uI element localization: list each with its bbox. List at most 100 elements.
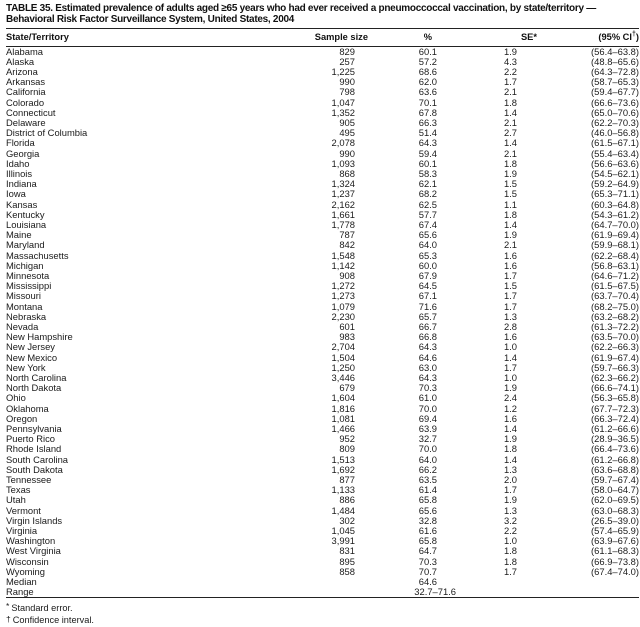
- state-cell: Massachusetts: [6, 249, 69, 261]
- state-cell: Connecticut: [6, 106, 56, 118]
- state-cell: Iowa: [6, 188, 26, 200]
- ci-cell: (61.1–68.3): [591, 545, 639, 557]
- table-row: Montana 1,079 71.6 1.7 (68.2–75.0): [6, 300, 639, 312]
- state-cell: Arizona: [6, 65, 38, 77]
- sample-size-cell: 1,133: [331, 484, 355, 496]
- ci-cell: (59.2–64.9): [591, 178, 639, 190]
- table-row: District of Columbia 495 51.4 2.7 (46.0–56.8…: [6, 127, 639, 138]
- footnotes: * Standard error. † Confidence interval.: [6, 601, 640, 626]
- percent-cell: 65.7: [418, 310, 437, 322]
- sample-size-cell: 1,225: [331, 65, 355, 77]
- state-cell: Delaware: [6, 116, 46, 128]
- percent-cell: 66.8: [418, 331, 437, 343]
- percent-cell: 60.0: [418, 259, 437, 271]
- ci-cell: (63.2–68.2): [591, 310, 639, 322]
- percent-cell: 64.0: [418, 239, 437, 251]
- ci-cell: (66.6–73.6): [591, 96, 639, 108]
- se-cell: 1.0: [503, 372, 517, 383]
- ci-cell: (67.7–72.3): [591, 402, 639, 414]
- ci-cell: (63.0–68.3): [591, 504, 639, 516]
- percent-cell: 64.0: [418, 453, 437, 465]
- state-cell: Oregon: [6, 412, 38, 424]
- sample-size-cell: 1,237: [331, 188, 355, 200]
- percent-cell: 57.2: [418, 55, 437, 67]
- sample-size-cell: 1,093: [331, 157, 355, 169]
- percent-cell: 32.8: [418, 514, 437, 526]
- ci-cell: (61.2–66.8): [591, 453, 639, 465]
- state-cell: Range: [6, 586, 34, 598]
- table-row: Nebraska 2,230 65.7 1.3 (63.2–68.2): [6, 310, 639, 322]
- table-row: Kentucky 1,661 57.7 1.8 (54.3–61.2): [6, 208, 639, 220]
- se-cell: 1.5: [503, 188, 517, 200]
- sample-size-cell: 679: [339, 382, 355, 394]
- ci-cell: (54.3–61.2): [591, 208, 639, 220]
- se-cell: 4.3: [503, 55, 517, 67]
- percent-cell: 64.3: [418, 137, 437, 149]
- column-header-label: State/Territory: [6, 32, 69, 43]
- state-cell: Virgin Islands: [6, 514, 63, 526]
- table-row: Virgin Islands 302 32.8 3.2 (26.5–39.0): [6, 514, 639, 526]
- table-header-row: State/Territory Sample size % SE* (95% C…: [6, 29, 639, 46]
- state-cell: Arkansas: [6, 76, 46, 88]
- ci-cell: (63.6–68.8): [591, 463, 639, 475]
- table-title: TABLE 35. Estimated prevalence of adults…: [6, 3, 639, 29]
- table-row: Arizona 1,225 68.6 2.2 (64.3–72.8): [6, 65, 639, 77]
- table-row: Kansas 2,162 62.5 1.1 (60.3–64.8): [6, 198, 639, 210]
- table-row: Massachusetts 1,548 65.3 1.6 (62.2–68.4): [6, 249, 639, 261]
- sample-size-cell: 809: [339, 443, 355, 455]
- ci-cell: (57.4–65.9): [591, 525, 639, 537]
- sample-size-cell: 1,272: [331, 280, 355, 292]
- state-cell: New York: [6, 361, 46, 373]
- se-cell: 1.9: [503, 382, 517, 394]
- table-row: Vermont 1,484 65.6 1.3 (63.0–68.3): [6, 504, 639, 516]
- ci-cell: (63.7–70.4): [591, 290, 639, 302]
- sample-size-cell: 858: [339, 565, 355, 577]
- ci-cell: [520, 577, 639, 587]
- se-cell: 1.5: [503, 280, 517, 292]
- footnote-standard-error: * Standard error.: [6, 601, 73, 613]
- ci-cell: (65.0–70.6): [591, 106, 639, 118]
- ci-cell: (28.9–36.5): [591, 433, 639, 445]
- table-row: Colorado 1,047 70.1 1.8 (66.6–73.6): [6, 96, 639, 108]
- se-cell: 1.7: [503, 300, 517, 312]
- ci-cell: (64.6–71.2): [591, 269, 639, 281]
- state-cell: West Virginia: [6, 545, 61, 557]
- sample-size-cell: 2,230: [331, 310, 355, 322]
- sample-size-cell: 1,250: [331, 361, 355, 373]
- sample-size-cell: 1,661: [331, 208, 355, 220]
- ci-cell: (61.9–67.4): [591, 351, 639, 363]
- sample-size-cell: 302: [339, 514, 355, 526]
- state-cell: Median: [6, 576, 37, 588]
- state-cell: New Mexico: [6, 351, 58, 363]
- ci-cell: (65.3–71.1): [591, 188, 639, 200]
- se-cell: 1.7: [503, 76, 517, 88]
- table-title-line-2: Behavioral Risk Factor Surveillance Syst…: [6, 14, 295, 25]
- table-row: Delaware 905 66.3 2.1 (62.2–70.3): [6, 116, 639, 128]
- percent-cell: 61.4: [418, 484, 437, 496]
- sample-size-cell: 1,484: [331, 504, 355, 516]
- state-cell: Indiana: [6, 178, 37, 190]
- state-cell: Kansas: [6, 198, 38, 210]
- col-header-state-territory: State/Territory: [6, 29, 302, 46]
- column-header-label: (95% CI†): [598, 31, 639, 43]
- sample-size-cell: 1,778: [331, 218, 355, 230]
- ci-cell: (56.6–63.6): [591, 157, 639, 169]
- percent-cell: 69.4: [418, 412, 437, 424]
- ci-cell: (59.7–67.4): [591, 474, 639, 486]
- ci-cell: [520, 587, 639, 598]
- ci-cell: (58.0–64.7): [591, 484, 639, 496]
- percent-cell: 70.1: [418, 96, 437, 108]
- percent-cell: 65.3: [418, 249, 437, 261]
- sample-size-cell: 798: [339, 86, 355, 98]
- sample-size-cell: 787: [339, 229, 355, 241]
- table-row: West Virginia 831 64.7 1.8 (61.1–68.3): [6, 546, 639, 556]
- table-row: Arkansas 990 62.0 1.7 (58.7–65.3): [6, 76, 639, 88]
- percent-cell: 57.7: [418, 208, 437, 220]
- se-cell: 1.5: [503, 178, 517, 190]
- table-row: Illinois 868 58.3 1.9 (54.5–62.1): [6, 168, 639, 179]
- col-header-se: SE*: [440, 29, 537, 46]
- table-row: South Carolina 1,513 64.0 1.4 (61.2–66.8): [6, 453, 639, 465]
- table-row: Indiana 1,324 62.1 1.5 (59.2–64.9): [6, 178, 639, 190]
- table-row: Alabama 829 60.1 1.9 (56.4–63.8): [6, 46, 639, 57]
- sample-size-cell: 3,446: [331, 372, 355, 383]
